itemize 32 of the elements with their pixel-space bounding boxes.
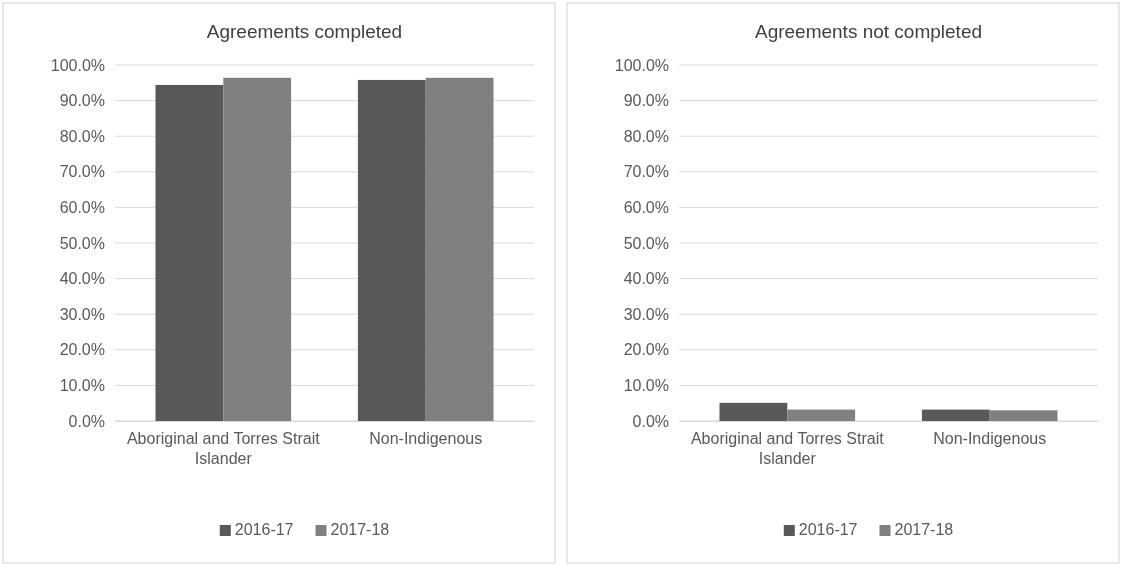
legend-label: 2016-17 (798, 521, 858, 538)
chart-title: Agreements not completed (754, 21, 983, 42)
y-tick-label: 10.0% (623, 377, 669, 395)
x-tick-label: Non-Indigenous (933, 430, 1047, 448)
legend-label: 2016-17 (234, 521, 294, 538)
y-tick-label: 40.0% (59, 270, 105, 288)
y-tick-label: 0.0% (68, 412, 105, 430)
legend-label: 2017-18 (894, 521, 954, 538)
y-tick-label: 60.0% (623, 199, 669, 217)
y-tick-label: 20.0% (59, 341, 105, 359)
x-tick-label: Non-Indigenous (369, 430, 483, 448)
x-tick-label: Aboriginal and Torres Strait Islander (690, 430, 885, 468)
y-tick-label: 0.0% (632, 412, 669, 430)
y-tick-label: 80.0% (623, 127, 669, 145)
y-tick-label: 60.0% (59, 199, 105, 217)
y-tick-label: 80.0% (59, 127, 105, 145)
y-tick-label: 50.0% (59, 234, 105, 252)
y-tick-label: 70.0% (59, 163, 105, 181)
y-tick-label: 30.0% (623, 305, 669, 323)
y-tick-label: 30.0% (59, 305, 105, 323)
y-tick-label: 100.0% (614, 56, 669, 74)
y-tick-label: 90.0% (59, 92, 105, 110)
y-tick-label: 50.0% (623, 234, 669, 252)
y-tick-label: 10.0% (59, 377, 105, 395)
legend-label: 2017-18 (330, 521, 390, 538)
chart-title: Agreements completed (206, 21, 403, 42)
x-tick-label: Aboriginal and Torres Strait Islander (126, 430, 321, 468)
y-tick-label: 20.0% (623, 341, 669, 359)
y-tick-label: 70.0% (623, 163, 669, 181)
y-tick-label: 90.0% (623, 92, 669, 110)
y-tick-label: 40.0% (623, 270, 669, 288)
y-tick-label: 100.0% (50, 56, 105, 74)
